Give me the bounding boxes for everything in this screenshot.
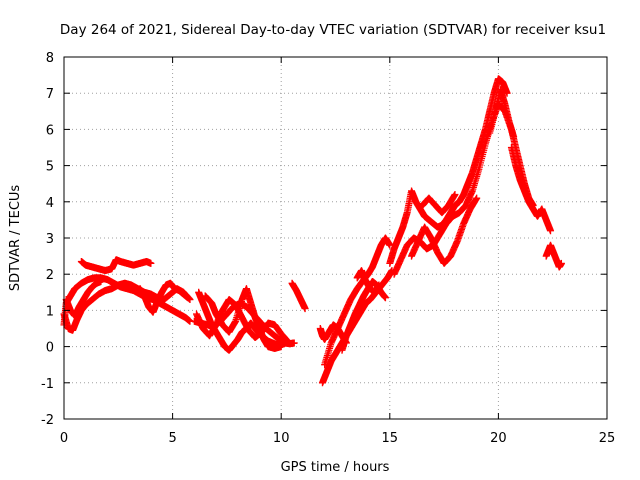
y-tick-label: 2 — [46, 268, 54, 283]
y-axis-label: SDTVAR / TECUs — [8, 185, 23, 292]
x-tick-label: 20 — [490, 431, 507, 446]
x-tick-labels: 0 5 10 15 20 25 — [60, 431, 615, 446]
data-point — [375, 281, 383, 289]
y-tick-label: 7 — [46, 87, 54, 102]
y-tick-label: 5 — [46, 160, 54, 175]
data-point — [277, 343, 285, 351]
x-axis-label: GPS time / hours — [281, 460, 390, 475]
data-point — [284, 337, 292, 345]
data-point — [547, 227, 555, 235]
data-point — [184, 294, 192, 302]
data-point — [510, 133, 518, 141]
data-point — [290, 339, 298, 347]
y-tick-label: 0 — [46, 341, 54, 356]
data-points — [60, 75, 565, 387]
x-tick-label: 5 — [168, 431, 176, 446]
y-tick-label: 1 — [46, 304, 54, 319]
y-tick-label: 4 — [46, 196, 54, 211]
x-tick-label: 15 — [382, 431, 399, 446]
x-tick-label: 25 — [599, 431, 616, 446]
data-point — [301, 305, 309, 313]
data-point — [473, 194, 481, 202]
data-point — [147, 259, 155, 267]
y-tick-label: -2 — [41, 413, 54, 428]
y-tick-label: 8 — [46, 51, 54, 66]
grid — [64, 57, 607, 419]
y-tick-label: -1 — [41, 377, 54, 392]
data-point — [451, 191, 459, 199]
data-point — [97, 277, 105, 285]
data-point — [557, 259, 565, 267]
y-tick-label: 6 — [46, 123, 54, 138]
chart-title: Day 264 of 2021, Sidereal Day-to-day VTE… — [60, 22, 606, 38]
x-tick-label: 0 — [60, 431, 68, 446]
x-tick-label: 10 — [273, 431, 290, 446]
y-tick-labels: -2 -1 0 1 2 3 4 5 6 7 8 — [41, 51, 54, 428]
axis-ticks — [63, 56, 608, 420]
y-tick-label: 3 — [46, 232, 54, 247]
data-point — [381, 294, 389, 302]
